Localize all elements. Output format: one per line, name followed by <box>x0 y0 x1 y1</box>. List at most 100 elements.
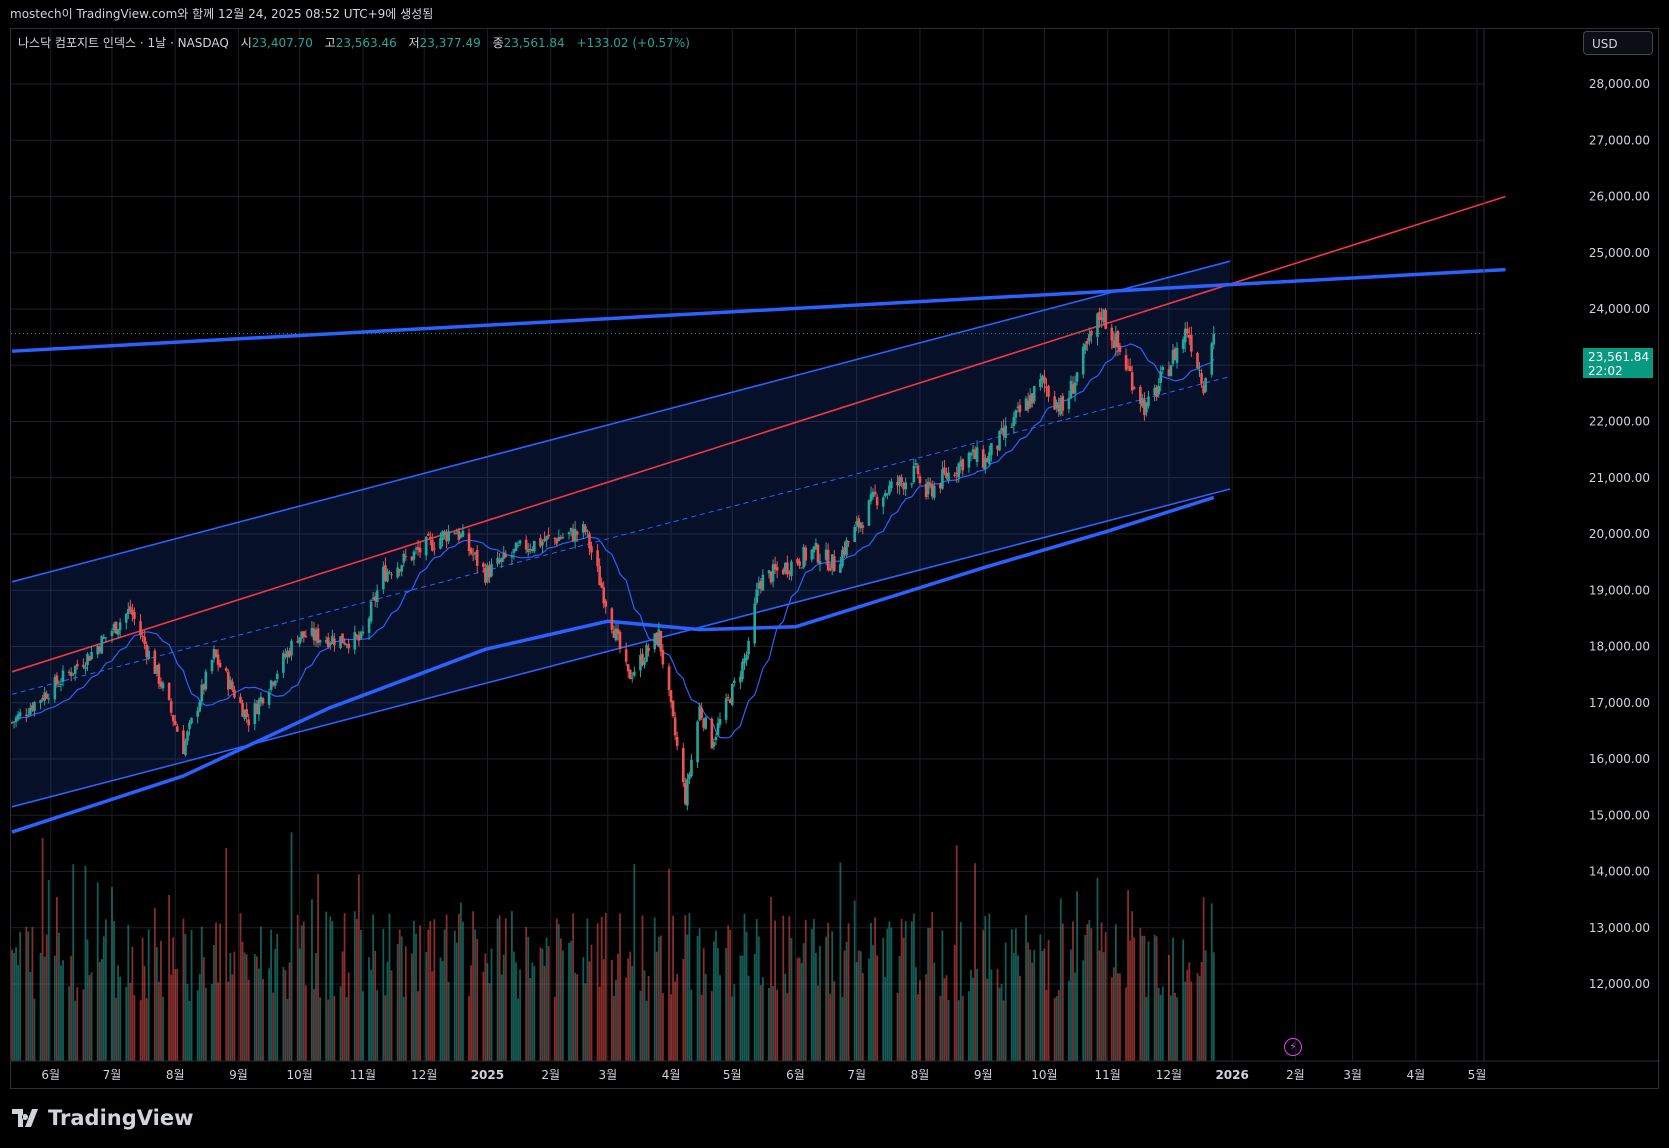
volume-bar <box>1010 929 1013 1061</box>
volume-bar <box>827 922 830 1061</box>
volume-bar <box>384 995 387 1061</box>
candle-body <box>290 640 293 656</box>
lightning-icon[interactable]: ⚡ <box>1284 1038 1302 1056</box>
volume-bar <box>702 948 705 1061</box>
candle-body <box>302 631 306 637</box>
candle-body <box>473 552 477 555</box>
candle-body <box>418 547 422 553</box>
volume-bar <box>1068 980 1070 1061</box>
price-tick-label: 15,000.00 <box>1589 808 1650 822</box>
candle-body <box>524 539 528 550</box>
candle-body <box>1012 417 1016 427</box>
candle-body <box>957 463 961 478</box>
candle-body <box>767 570 771 574</box>
candle-body <box>753 603 757 644</box>
chart-frame[interactable]: 28,000.00 27,000.00 26,000.00 25,000.00 24,0… <box>10 28 1660 1090</box>
volume-bar <box>696 936 699 1061</box>
channel-mid-line <box>11 376 1231 695</box>
volume-bar <box>245 954 248 1061</box>
volume-bar <box>600 916 603 1061</box>
volume-bar <box>586 918 589 1061</box>
candle-body <box>784 563 787 573</box>
candle-body <box>1059 398 1063 415</box>
candle-body <box>1075 372 1079 382</box>
volume-bar <box>817 985 819 1061</box>
candle-body <box>233 689 236 698</box>
candle-body <box>1173 348 1177 361</box>
candle-body <box>157 664 161 684</box>
volume-bar <box>357 874 360 1061</box>
volume-bar <box>912 913 915 1061</box>
candle-body <box>1124 355 1128 370</box>
time-tick-label: 2월 <box>541 1068 560 1082</box>
candle-body <box>273 680 277 686</box>
candle-body <box>800 567 803 569</box>
volume-bar <box>929 927 932 1061</box>
volume-bar <box>127 924 130 1061</box>
candle-body <box>688 774 691 779</box>
candle-body <box>271 682 275 685</box>
volume-bar <box>239 913 242 1061</box>
symbol-legend[interactable]: 나스닥 컴포지트 인덱스 · 1날 · NASDAQ 시23,407.70 고2… <box>18 34 690 51</box>
candle-body <box>975 447 979 463</box>
volume-bar <box>541 948 544 1061</box>
candle-body <box>824 549 828 560</box>
volume-bar <box>1141 935 1144 1061</box>
close-value: 23,561.84 <box>503 36 565 50</box>
candle-body <box>229 679 232 689</box>
volume-bar <box>270 929 273 1061</box>
candle-body <box>1139 386 1142 404</box>
candle-body <box>847 541 850 543</box>
candle-body <box>171 715 175 722</box>
volume-bar <box>1110 977 1113 1061</box>
volume-bar <box>957 1000 960 1061</box>
candle-body <box>684 782 687 805</box>
volume-bar <box>141 937 144 1061</box>
volume-bar <box>719 975 721 1061</box>
candle-body <box>1024 398 1028 411</box>
candle-body <box>571 529 575 542</box>
volume-bar <box>1061 923 1064 1061</box>
candle-body <box>1198 369 1201 371</box>
candle-body <box>1018 404 1022 413</box>
candle-body <box>502 552 506 559</box>
volume-bar <box>19 931 22 1061</box>
chart-canvas[interactable]: 28,000.00 27,000.00 26,000.00 25,000.00 24,0… <box>11 29 1660 1090</box>
time-tick-label: 6월 <box>786 1068 805 1082</box>
candle-body <box>586 530 589 532</box>
volume-bar <box>531 962 534 1061</box>
candle-body <box>1014 410 1018 418</box>
candle-body <box>724 698 728 720</box>
volume-bar <box>417 991 419 1061</box>
brand-logo[interactable]: TradingView <box>12 1106 193 1130</box>
candle-body <box>210 660 214 672</box>
volume-bar <box>704 974 707 1061</box>
candle-body <box>1132 387 1136 389</box>
volume-bar <box>15 947 17 1061</box>
volume-bar <box>25 926 28 1061</box>
price-tick-label: 14,000.00 <box>1589 865 1650 879</box>
candle-body <box>326 637 330 648</box>
volume-bar <box>782 915 785 1061</box>
volume-bar <box>1131 911 1134 1061</box>
candle-body <box>1159 371 1163 384</box>
candle-body <box>555 538 559 544</box>
volume-bar <box>117 965 120 1061</box>
volume-bar <box>539 947 542 1061</box>
volume-bar <box>415 933 417 1061</box>
candle-body <box>345 644 348 646</box>
volume-bar <box>145 998 148 1061</box>
candle-body <box>455 533 459 535</box>
candle-body <box>159 681 163 687</box>
candle-body <box>69 672 73 676</box>
currency-button[interactable]: USD <box>1583 31 1653 55</box>
volume-bar <box>939 996 942 1061</box>
volume-bar <box>260 926 262 1061</box>
volume-bar <box>1019 975 1021 1061</box>
volume-bar <box>1100 922 1103 1061</box>
volume-bar <box>633 863 636 1061</box>
candle-body <box>31 705 34 711</box>
candle-body <box>504 553 508 557</box>
candle-body <box>267 692 271 705</box>
volume-bar <box>917 994 919 1061</box>
